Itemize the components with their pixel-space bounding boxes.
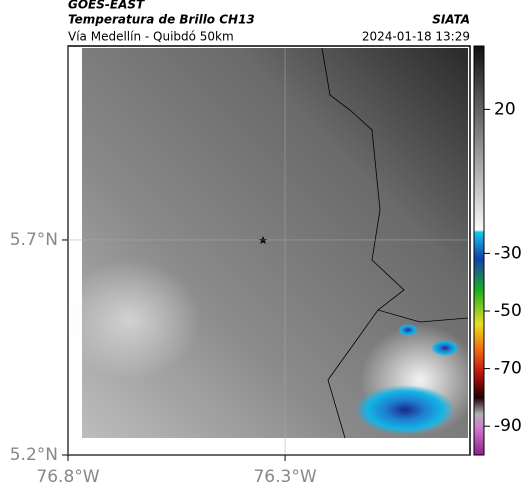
colorbar-tick-label: -90 xyxy=(494,416,522,436)
colorbar-tick-label: -50 xyxy=(494,301,522,321)
lon-tick-label: 76.8°W xyxy=(36,467,99,487)
source: SIATA xyxy=(432,13,470,27)
title: Temperatura de Brillo CH13 xyxy=(68,13,255,27)
colorbar-tick-label: -70 xyxy=(494,359,522,379)
colorbar-tick-label: 20 xyxy=(494,99,516,119)
lat-tick-label: 5.2°N xyxy=(10,445,58,465)
datetime: 2024-01-18 13:29 xyxy=(362,30,470,44)
lat-tick-label: 5.7°N xyxy=(10,230,58,250)
colorbar xyxy=(473,45,485,456)
colorbar-tick-label: -30 xyxy=(494,243,522,263)
subtitle: Vía Medellín - Quibdó 50km xyxy=(68,30,234,44)
imagery xyxy=(60,47,480,439)
lon-tick-label: 76.3°W xyxy=(253,467,316,487)
product: GOES-EAST xyxy=(68,0,145,12)
ticks: 5.7°N 5.2°N76.8°W 76.3°W 20 -30 -50 -70 -90 xyxy=(10,46,522,487)
